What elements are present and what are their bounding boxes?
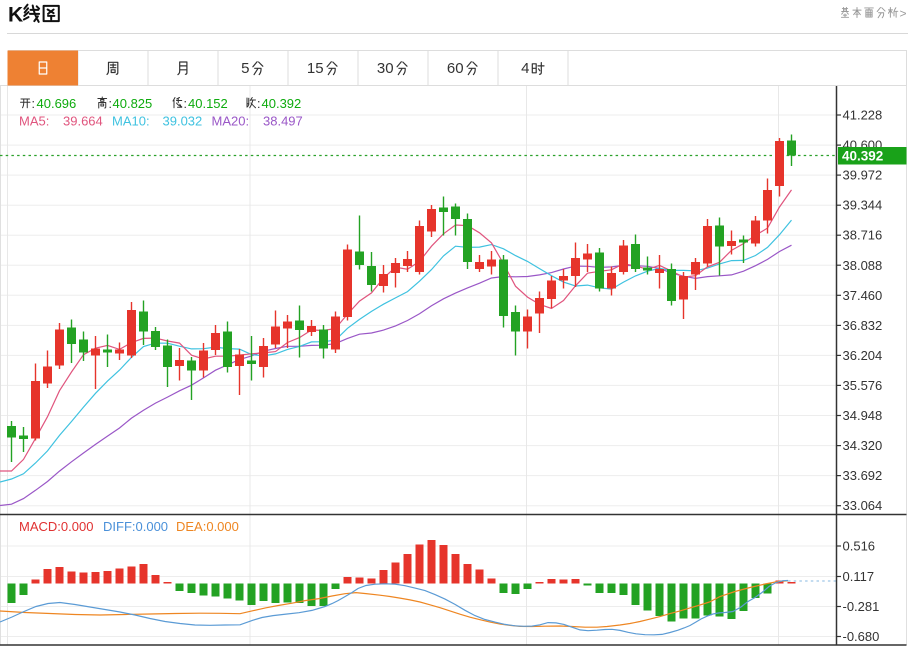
svg-text:4: 4 (521, 60, 529, 77)
svg-text:15: 15 (307, 60, 324, 77)
svg-text:0.117: 0.117 (843, 569, 875, 584)
svg-text:5: 5 (241, 60, 249, 77)
svg-text:40.392: 40.392 (262, 96, 302, 111)
svg-text:38.088: 38.088 (843, 258, 883, 273)
svg-text:35.576: 35.576 (843, 378, 883, 393)
svg-text:-0.281: -0.281 (843, 599, 880, 614)
svg-text:40.825: 40.825 (113, 96, 153, 111)
svg-text:36.832: 36.832 (843, 318, 883, 333)
svg-text:40.696: 40.696 (37, 96, 77, 111)
svg-text:0.516: 0.516 (843, 539, 876, 554)
svg-text::: : (184, 97, 187, 111)
svg-text:33.692: 33.692 (843, 468, 883, 483)
svg-text:39.344: 39.344 (843, 198, 883, 213)
svg-text::: : (109, 97, 112, 111)
svg-text:41.228: 41.228 (843, 108, 883, 123)
svg-text:40.392: 40.392 (842, 149, 883, 164)
svg-text:K: K (8, 4, 23, 27)
svg-text:38.716: 38.716 (843, 228, 883, 243)
svg-text:30: 30 (377, 60, 394, 77)
svg-text:39.972: 39.972 (843, 168, 883, 183)
svg-text::: : (32, 97, 35, 111)
svg-text::: : (257, 97, 260, 111)
svg-text:>: > (900, 7, 907, 21)
svg-text:34.320: 34.320 (843, 438, 883, 453)
svg-text:33.064: 33.064 (843, 498, 883, 513)
svg-text:-0.680: -0.680 (843, 629, 880, 644)
svg-text:36.204: 36.204 (843, 348, 883, 363)
svg-text:37.460: 37.460 (843, 288, 883, 303)
svg-text:60: 60 (447, 60, 464, 77)
svg-text:40.152: 40.152 (188, 96, 228, 111)
svg-text:34.948: 34.948 (843, 408, 883, 423)
